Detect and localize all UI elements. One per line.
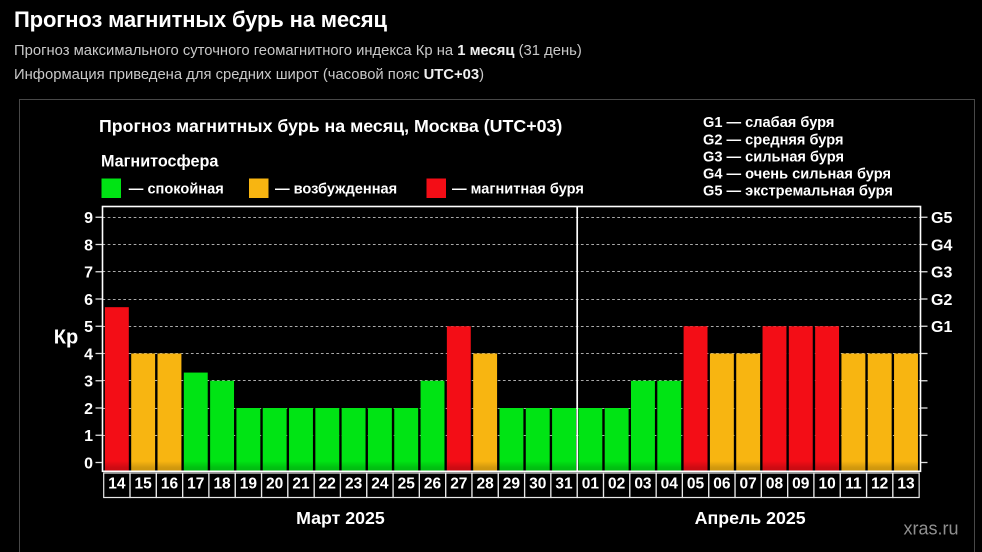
svg-text:14: 14	[108, 476, 126, 493]
svg-text:07: 07	[740, 476, 757, 493]
svg-text:11: 11	[845, 476, 862, 493]
svg-text:G2 — средняя буря: G2 — средняя буря	[703, 132, 843, 148]
svg-text:2: 2	[84, 401, 93, 418]
svg-text:Магнитосфера: Магнитосфера	[101, 153, 219, 171]
svg-text:19: 19	[240, 476, 258, 493]
svg-text:G3: G3	[931, 265, 952, 282]
svg-text:— спокойная: — спокойная	[129, 181, 224, 197]
svg-text:1: 1	[84, 428, 93, 445]
svg-text:7: 7	[84, 265, 93, 282]
svg-text:13: 13	[897, 476, 915, 493]
svg-text:G2: G2	[931, 292, 952, 309]
svg-text:G3 — сильная буря: G3 — сильная буря	[703, 149, 844, 165]
svg-text:3: 3	[84, 374, 93, 391]
svg-text:Прогноз магнитных бурь на меся: Прогноз магнитных бурь на месяц, Москва …	[99, 116, 562, 136]
svg-text:29: 29	[503, 476, 521, 493]
svg-text:30: 30	[529, 476, 546, 493]
svg-text:27: 27	[450, 476, 467, 493]
svg-text:16: 16	[161, 476, 179, 493]
svg-text:26: 26	[424, 476, 442, 493]
svg-text:Март 2025: Март 2025	[296, 508, 385, 528]
svg-text:18: 18	[213, 476, 231, 493]
svg-text:24: 24	[371, 476, 389, 493]
svg-text:01: 01	[582, 476, 600, 493]
svg-text:12: 12	[871, 476, 888, 493]
svg-text:25: 25	[398, 476, 416, 493]
svg-text:8: 8	[84, 237, 93, 254]
svg-text:0: 0	[84, 455, 93, 472]
svg-text:04: 04	[661, 476, 679, 493]
svg-text:21: 21	[292, 476, 310, 493]
svg-text:xras.ru: xras.ru	[903, 519, 958, 539]
svg-text:G1 — слабая буря: G1 — слабая буря	[703, 115, 834, 131]
svg-text:28: 28	[476, 476, 494, 493]
svg-text:G1: G1	[931, 319, 952, 336]
svg-text:05: 05	[687, 476, 705, 493]
svg-text:02: 02	[608, 476, 625, 493]
svg-text:G4: G4	[931, 237, 952, 254]
svg-text:9: 9	[84, 210, 93, 227]
svg-text:08: 08	[766, 476, 784, 493]
svg-text:— возбужденная: — возбужденная	[275, 181, 397, 197]
svg-text:Апрель 2025: Апрель 2025	[695, 508, 806, 528]
svg-text:G5 — экстремальная буря: G5 — экстремальная буря	[703, 184, 893, 200]
svg-text:6: 6	[84, 292, 93, 309]
svg-text:20: 20	[266, 476, 283, 493]
svg-text:4: 4	[84, 346, 93, 363]
svg-text:17: 17	[187, 476, 204, 493]
svg-text:— магнитная буря: — магнитная буря	[452, 181, 584, 197]
svg-text:G5: G5	[931, 210, 952, 227]
svg-text:G4 — очень сильная буря: G4 — очень сильная буря	[703, 167, 891, 183]
svg-text:5: 5	[84, 319, 93, 336]
svg-text:Кр: Кр	[54, 327, 78, 349]
svg-text:09: 09	[792, 476, 810, 493]
svg-text:31: 31	[555, 476, 573, 493]
svg-text:03: 03	[634, 476, 652, 493]
svg-text:22: 22	[319, 476, 336, 493]
svg-text:15: 15	[135, 476, 153, 493]
svg-text:06: 06	[713, 476, 731, 493]
svg-text:23: 23	[345, 476, 363, 493]
svg-text:10: 10	[818, 476, 835, 493]
